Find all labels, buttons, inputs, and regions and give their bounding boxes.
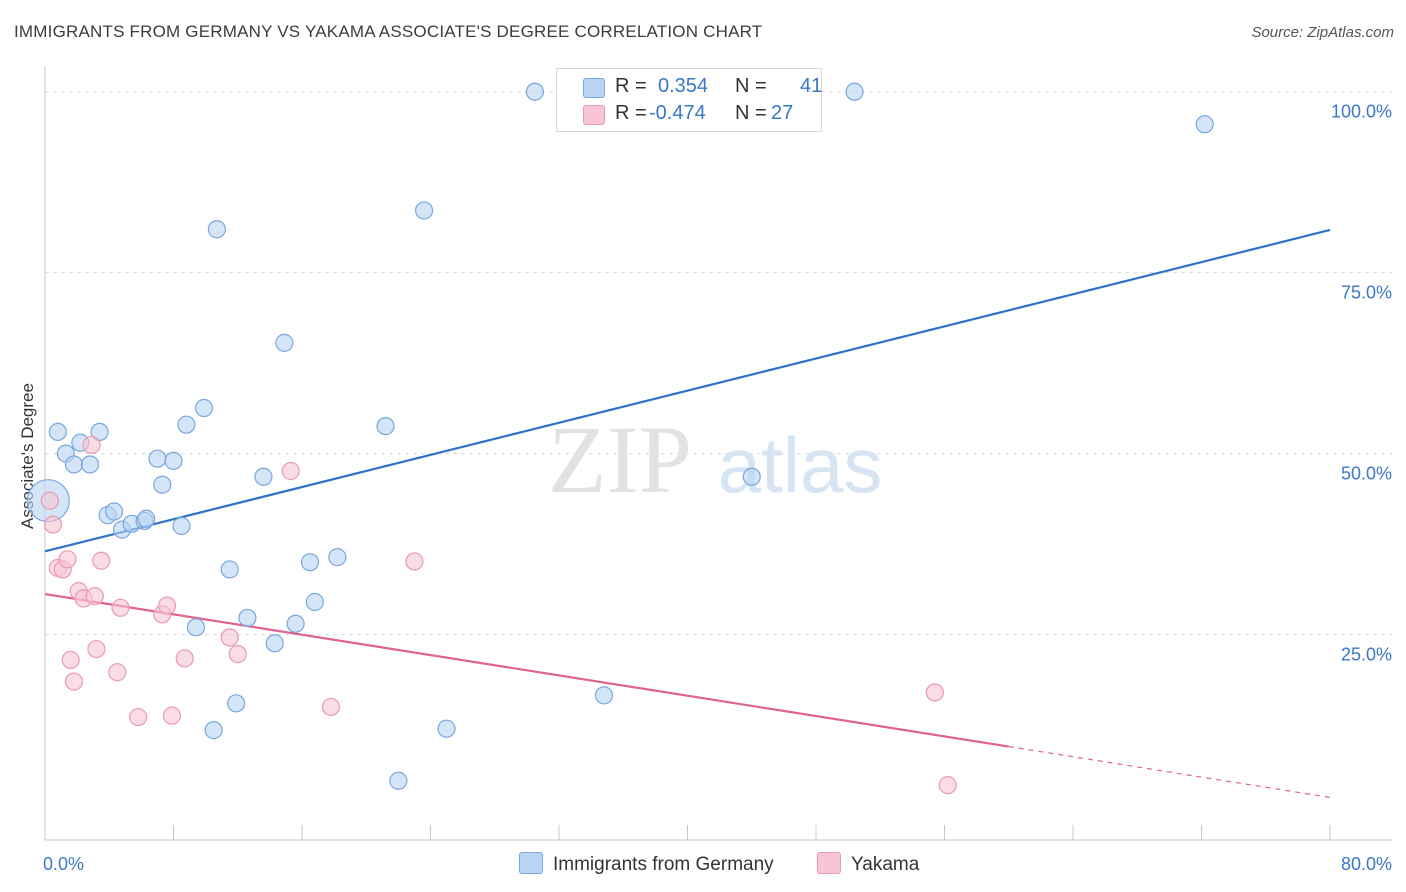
x-tick-label: 0.0% [43, 854, 84, 874]
point-germany [305, 592, 324, 612]
point-yakama [61, 650, 80, 670]
legend-r-value: -0.474 [649, 102, 706, 124]
trendline-yakama [44, 592, 1009, 748]
y-tick-label: 75.0% [1341, 283, 1392, 303]
point-germany [414, 201, 434, 220]
watermark-zip: ZIP [548, 406, 692, 513]
point-germany [742, 467, 761, 486]
point-yakama [405, 552, 424, 571]
point-germany [220, 560, 239, 579]
point-yakama [40, 491, 59, 510]
point-germany [275, 333, 294, 352]
point-germany [437, 719, 456, 738]
grid-layer [45, 91, 1392, 636]
source-label: Source: ZipAtlas.com [1251, 24, 1394, 41]
trend-layer [44, 228, 1331, 799]
y-tick-label: 100.0% [1331, 102, 1392, 122]
point-yakama [321, 697, 341, 717]
point-germany [594, 686, 614, 705]
point-yakama [938, 776, 957, 795]
legend-n-label: N = [735, 75, 767, 97]
point-germany [148, 449, 167, 468]
legend-r-label: R = [615, 75, 647, 97]
point-yakama [43, 515, 63, 534]
bottom-legend-germany: Immigrants from Germany [519, 852, 774, 876]
trendline-germany [44, 228, 1331, 553]
point-germany [300, 553, 320, 572]
point-germany [328, 548, 347, 567]
point-yakama [157, 596, 177, 615]
legend-r-value: 0.354 [658, 75, 709, 97]
point-germany [254, 467, 273, 486]
point-germany [137, 509, 156, 528]
legend-swatch-germany [583, 78, 605, 98]
correlation-legend: R = 0.354 N = 41 R = -0.474 N = 27 [556, 68, 822, 132]
point-germany [177, 415, 196, 434]
point-germany [194, 398, 214, 418]
point-yakama [281, 461, 300, 481]
legend-n-value: 41 [800, 75, 823, 97]
legend-swatch-yakama [583, 105, 605, 125]
point-yakama [82, 435, 101, 455]
point-yakama [58, 550, 77, 569]
point-germany [48, 422, 67, 442]
watermark: ZIP atlas [548, 406, 882, 513]
point-germany [90, 422, 109, 442]
axis-layer [44, 66, 1392, 841]
tick-label-layer: 25.0% 50.0% 75.0% 100.0% 0.0% 80.0% [43, 102, 1392, 874]
point-germany [64, 455, 84, 474]
point-germany [164, 451, 183, 470]
legend-swatch-germany [519, 852, 543, 874]
point-germany [172, 516, 191, 536]
trendline-yakama-extension [1008, 745, 1331, 799]
point-yakama [220, 628, 239, 647]
y-tick-label: 50.0% [1341, 464, 1392, 484]
legend-n-value: 27 [771, 102, 794, 124]
point-germany [845, 82, 864, 101]
bottom-legend-yakama: Yakama [817, 852, 919, 876]
point-yakama [85, 587, 104, 606]
point-germany [376, 417, 395, 436]
point-germany [104, 502, 124, 521]
point-germany [204, 721, 223, 740]
point-germany [207, 220, 226, 239]
point-germany [286, 614, 305, 633]
legend-label-yakama: Yakama [851, 854, 920, 875]
point-yakama [64, 672, 84, 691]
point-germany [525, 82, 545, 101]
legend-swatch-yakama [817, 852, 841, 874]
y-tick-label: 25.0% [1341, 645, 1392, 665]
legend-n-label: N = [735, 102, 767, 124]
points-layer [26, 82, 1214, 795]
point-germany [80, 455, 100, 474]
point-germany [238, 608, 257, 628]
point-germany [153, 475, 172, 494]
point-yakama [925, 683, 944, 702]
point-yakama [92, 551, 111, 570]
point-yakama [228, 645, 247, 664]
point-germany [265, 634, 284, 653]
point-germany [227, 694, 246, 713]
point-yakama [87, 639, 106, 659]
point-yakama [129, 707, 148, 727]
point-yakama [162, 706, 181, 725]
point-yakama [175, 649, 194, 668]
point-yakama [111, 598, 130, 617]
point-germany [186, 618, 206, 637]
point-yakama [108, 663, 127, 682]
watermark-atlas: atlas [718, 421, 883, 509]
point-germany [389, 771, 408, 790]
chart-title: IMMIGRANTS FROM GERMANY VS YAKAMA ASSOCI… [14, 22, 763, 41]
point-germany [1195, 115, 1214, 134]
x-tick-label: 80.0% [1341, 854, 1392, 874]
legend-label-germany: Immigrants from Germany [553, 854, 774, 875]
legend-r-label: R = [615, 102, 647, 124]
